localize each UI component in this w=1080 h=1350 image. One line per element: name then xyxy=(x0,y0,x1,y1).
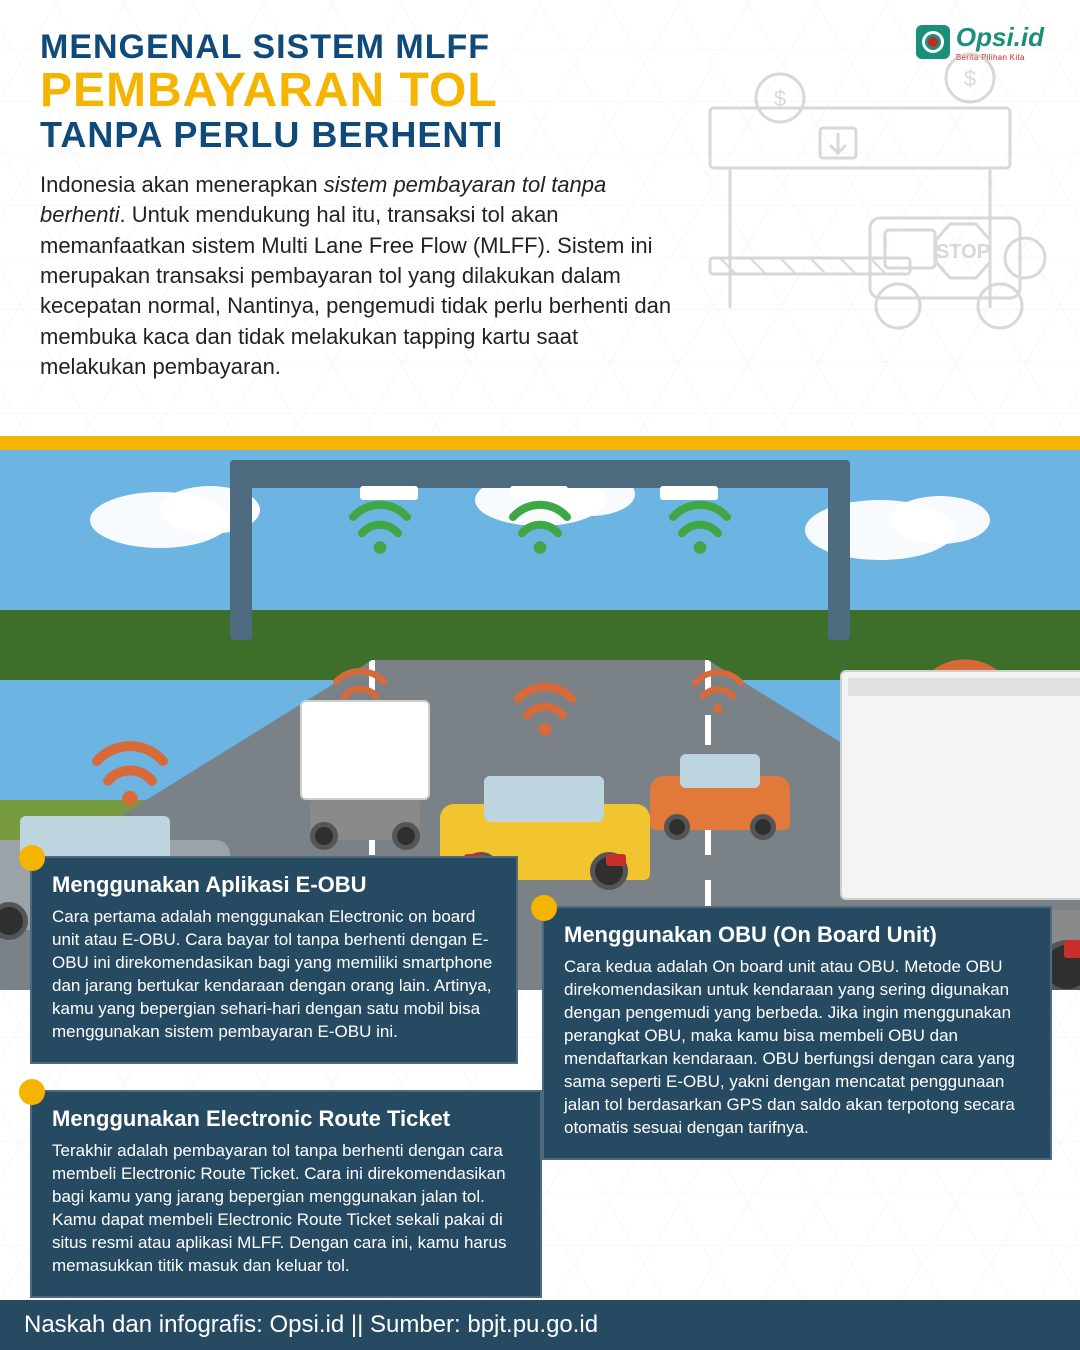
infographic-page: MENGENAL SISTEM MLFF PEMBAYARAN TOL TANP… xyxy=(0,0,1080,1350)
stop-sign-label: STOP xyxy=(936,241,990,263)
info-box-eobu: Menggunakan Aplikasi E-OBU Cara pertama … xyxy=(30,856,518,1064)
bullet-dot-icon xyxy=(531,895,557,921)
info-box-title: Menggunakan OBU (On Board Unit) xyxy=(564,922,1030,948)
wifi-signal-icon xyxy=(680,660,756,736)
info-box-ert: Menggunakan Electronic Route Ticket Tera… xyxy=(30,1090,542,1298)
wifi-signal-icon xyxy=(500,672,590,762)
intro-paragraph: Indonesia akan menerapkan sistem pembaya… xyxy=(40,170,680,383)
bullet-dot-icon xyxy=(19,845,45,871)
gantry-beam xyxy=(230,460,850,488)
yellow-divider xyxy=(0,436,1080,450)
wifi-signal-icon xyxy=(655,490,745,580)
vehicle-car xyxy=(650,750,790,830)
info-box-title: Menggunakan Aplikasi E-OBU xyxy=(52,872,496,898)
svg-text:$: $ xyxy=(964,66,976,91)
wifi-signal-icon xyxy=(335,490,425,580)
title-line-2: PEMBAYARAN TOL xyxy=(40,63,740,118)
toll-gate-illustration: $ $ STOP xyxy=(670,48,1050,388)
vehicle-truck xyxy=(300,700,430,840)
footer-credits: Naskah dan infografis: Opsi.id || Sumber… xyxy=(0,1300,1080,1350)
title-block: MENGENAL SISTEM MLFF PEMBAYARAN TOL TANP… xyxy=(40,28,740,156)
info-box-title: Menggunakan Electronic Route Ticket xyxy=(52,1106,520,1132)
gantry-leg xyxy=(828,460,850,640)
info-box-obu: Menggunakan OBU (On Board Unit) Cara ked… xyxy=(542,906,1052,1160)
info-box-body: Terakhir adalah pembayaran tol tanpa ber… xyxy=(52,1140,520,1278)
svg-text:$: $ xyxy=(774,86,786,111)
intro-rest: . Untuk mendukung hal itu, transaksi tol… xyxy=(40,202,671,379)
bullet-dot-icon xyxy=(19,1079,45,1105)
title-line-1: MENGENAL SISTEM MLFF xyxy=(40,28,740,67)
gantry-leg xyxy=(230,460,252,640)
info-box-body: Cara pertama adalah menggunakan Electron… xyxy=(52,906,496,1044)
title-line-3: TANPA PERLU BERHENTI xyxy=(40,114,740,156)
wifi-signal-icon xyxy=(495,490,585,580)
intro-prefix: Indonesia akan menerapkan xyxy=(40,172,324,197)
info-box-body: Cara kedua adalah On board unit atau OBU… xyxy=(564,956,1030,1140)
